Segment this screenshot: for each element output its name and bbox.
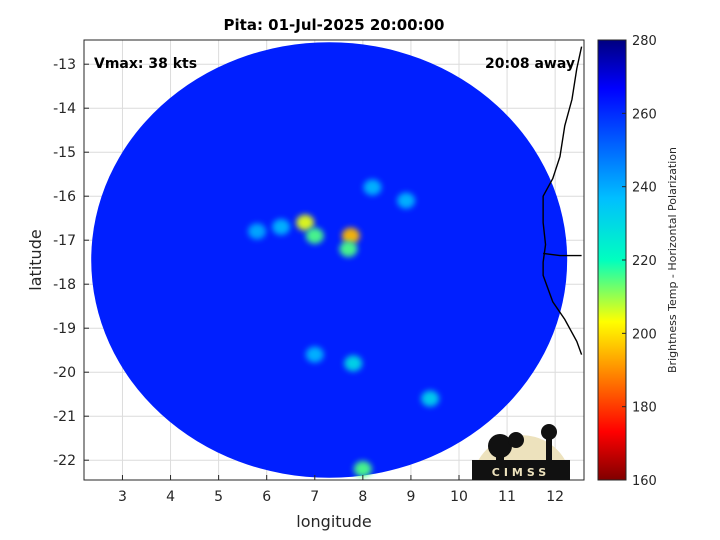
colorbar-tick-label: 280	[632, 34, 657, 49]
convection-cell	[296, 214, 315, 231]
plot-frame	[83, 39, 585, 481]
y-tick-label: -22	[53, 453, 76, 469]
convection-cell	[339, 241, 358, 257]
y-axis-label: latitude	[26, 229, 45, 290]
x-tick-label: 4	[166, 489, 175, 505]
x-tick-label: 7	[310, 489, 319, 505]
y-tick-label: -21	[53, 409, 76, 425]
y-tick-label: -14	[53, 101, 76, 117]
x-tick-label: 3	[118, 489, 127, 505]
convection-cell	[272, 219, 291, 235]
y-tick-label: -16	[53, 189, 76, 205]
colorbar	[597, 39, 627, 481]
axis-ticks: 3 4 5 6 7 8 9 10 11 12 -13 -14 -15 -16 -17 -18 -19 -20 -21…	[53, 57, 564, 505]
convection-cell	[341, 227, 360, 244]
convection-cell	[397, 192, 416, 209]
convection-cell	[305, 227, 324, 244]
swath-disc	[91, 42, 568, 478]
x-tick-label: 5	[214, 489, 223, 505]
x-tick-label: 11	[498, 489, 516, 505]
coastline	[542, 46, 583, 355]
colorbar-tick-label: 260	[632, 107, 657, 122]
x-tick-label: 9	[406, 489, 415, 505]
cimss-logo: CIMSS	[472, 424, 570, 480]
convection-cell	[344, 355, 363, 372]
colorbar-tick-label: 180	[632, 401, 657, 416]
colorbar-label: Brightness Temp - Horizontal Polarizatio…	[666, 147, 679, 373]
x-tick-label: 6	[262, 489, 271, 505]
time-annotation: 20:08 away	[485, 56, 575, 72]
x-tick-label: 10	[450, 489, 468, 505]
y-tick-label: -18	[53, 277, 76, 293]
country-border	[543, 252, 582, 257]
colorbar-ticks: 280 260 240 220 200 180 160	[622, 34, 657, 489]
convection-cell	[353, 461, 372, 477]
x-tick-label: 8	[358, 489, 367, 505]
y-tick-label: -17	[53, 233, 76, 249]
logo-text: CIMSS	[492, 466, 550, 479]
colorbar-tick-label: 220	[632, 254, 657, 269]
y-tick-label: -13	[53, 57, 76, 73]
x-axis-label: longitude	[296, 512, 371, 531]
x-tick-label: 12	[546, 489, 564, 505]
chart-title: Pita: 01-Jul-2025 20:00:00	[224, 16, 445, 34]
vmax-annotation: Vmax: 38 kts	[94, 56, 197, 72]
colorbar-tick-label: 240	[632, 181, 657, 196]
convection-cell	[363, 179, 382, 196]
colorbar-tick-label: 160	[632, 474, 657, 489]
y-tick-label: -19	[53, 321, 76, 337]
convection-cell	[248, 223, 267, 240]
convection-cell	[421, 390, 440, 407]
convection-cell	[305, 346, 324, 363]
y-tick-label: -20	[53, 365, 76, 381]
convection-features	[248, 179, 440, 477]
y-tick-label: -15	[53, 145, 76, 161]
colorbar-tick-label: 200	[632, 327, 657, 342]
